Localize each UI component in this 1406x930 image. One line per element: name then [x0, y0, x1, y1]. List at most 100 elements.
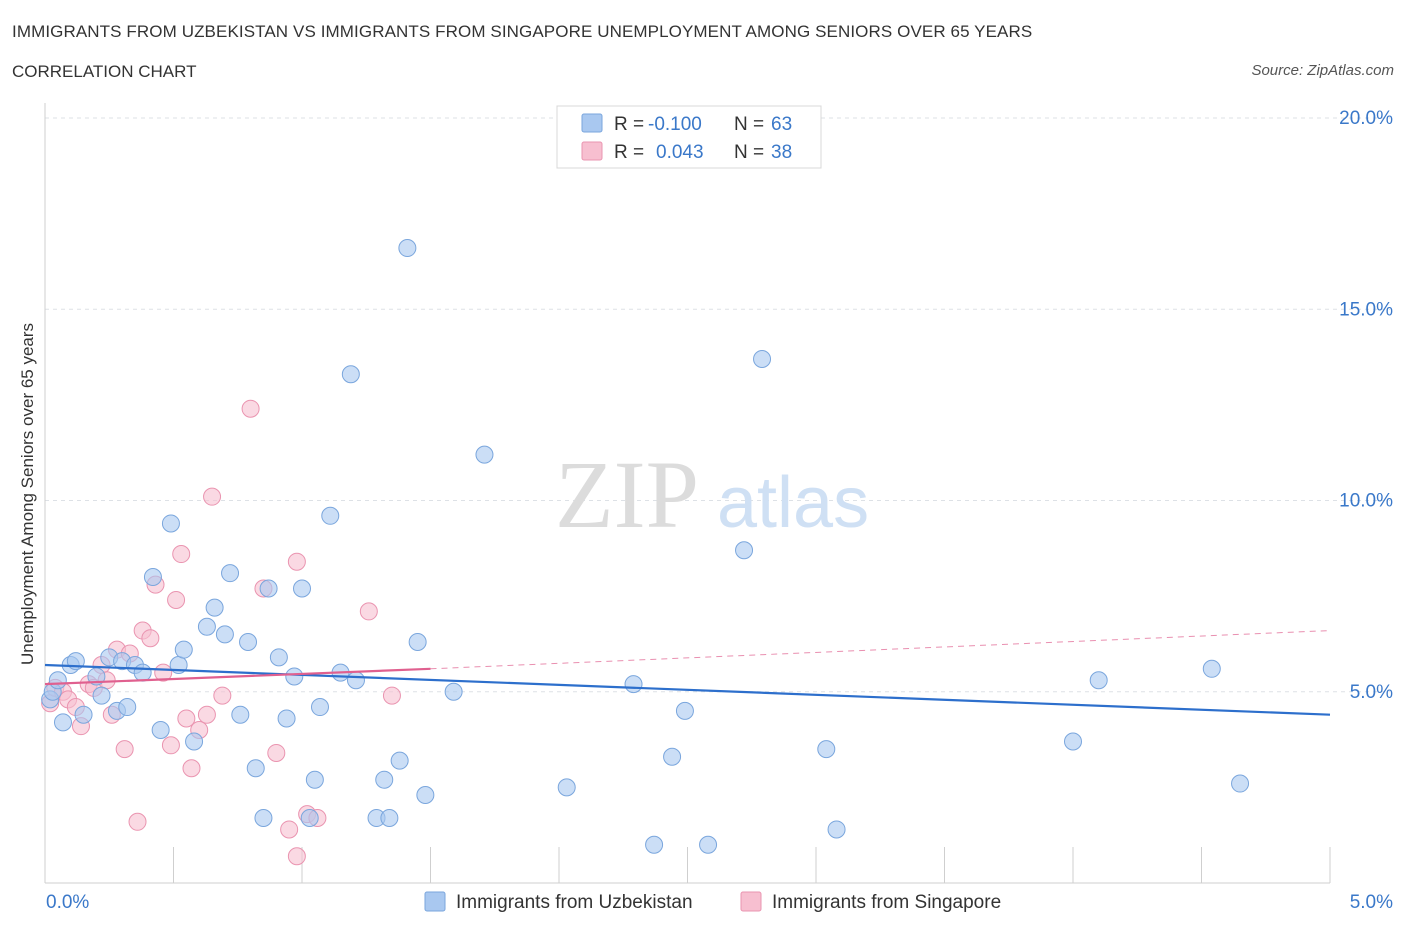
legend-uzbekistan-label: Immigrants from Uzbekistan	[456, 892, 693, 913]
uzbekistan-point	[151, 721, 170, 739]
series-legend: Immigrants from Uzbekistan Immigrants fr…	[424, 891, 1001, 913]
stats-legend-blue-r: -0.100	[648, 114, 702, 135]
trend-lines	[44, 630, 1331, 716]
uzbekistan-point	[74, 705, 93, 724]
uzbekistan-point	[645, 835, 664, 854]
uzbekistan-point	[215, 625, 234, 644]
uzbekistan-point	[133, 663, 152, 682]
uzbekistan-point	[300, 808, 319, 827]
singapore-point	[382, 686, 401, 705]
singapore-point	[287, 552, 306, 571]
uzbekistan-point	[174, 640, 193, 659]
stats-legend-pink-swatch	[581, 141, 603, 161]
uzbekistan-point	[663, 747, 682, 766]
y-axis-label: Unemployment Among Seniors over 65 years	[18, 323, 37, 665]
singapore-point	[141, 629, 160, 648]
uzbekistan-point	[205, 598, 224, 617]
uzbekistan-point	[408, 633, 427, 652]
singapore-point	[161, 736, 180, 755]
stats-legend-pink-n: 38	[771, 142, 792, 163]
y-tick-label: 5.0%	[1350, 682, 1393, 703]
uzbekistan-point	[398, 239, 417, 258]
singapore-point	[203, 487, 222, 506]
legend-uzbekistan-swatch	[424, 891, 446, 912]
uzbekistan-point	[557, 778, 576, 797]
uzbekistan-point	[143, 568, 162, 586]
singapore-point	[128, 812, 147, 831]
stats-legend-blue-swatch	[581, 113, 603, 133]
singapore-trend-line	[44, 667, 431, 686]
watermark-atlas: atlas	[717, 463, 869, 543]
uzbekistan-point	[185, 732, 204, 751]
uzbekistan-point	[285, 667, 304, 686]
chart-subtitle: CORRELATION CHART	[12, 62, 197, 81]
y-tick-labels: 5.0% 10.0% 15.0% 20.0%	[1339, 108, 1393, 703]
singapore-point	[167, 590, 186, 609]
uzbekistan-point	[118, 698, 137, 717]
stats-legend: R = -0.100 N = 63 R = 0.043 N = 38	[556, 105, 822, 169]
singapore-point	[115, 740, 134, 759]
legend-singapore-swatch	[740, 891, 762, 912]
x-tick-label: 0.0%	[46, 892, 89, 913]
chart-source: Source: ZipAtlas.com	[1251, 62, 1394, 79]
stats-legend-blue-n-label: N =	[734, 114, 764, 135]
stats-legend-pink-r: 0.043	[656, 142, 704, 163]
singapore-trend-extension	[430, 630, 1331, 670]
singapore-point	[197, 705, 216, 724]
uzbekistan-point	[375, 770, 394, 789]
uzbekistan-point	[221, 564, 240, 583]
uzbekistan-point	[624, 675, 643, 694]
uzbekistan-point	[254, 808, 273, 827]
uzbekistan-point	[197, 617, 216, 636]
uzbekistan-point	[1089, 671, 1108, 690]
uzbekistan-point	[817, 740, 836, 759]
stats-legend-pink-n-label: N =	[734, 142, 764, 163]
uzbekistan-point	[161, 514, 180, 533]
singapore-point	[280, 820, 299, 839]
uzbekistan-point	[444, 682, 463, 701]
uzbekistan-point	[675, 701, 694, 720]
singapore-point	[182, 759, 201, 778]
uzbekistan-point	[246, 759, 265, 778]
axes	[44, 103, 1331, 884]
chart-title: IMMIGRANTS FROM UZBEKISTAN VS IMMIGRANTS…	[12, 22, 1033, 41]
uzbekistan-point	[277, 709, 296, 728]
uzbekistan-point	[346, 671, 365, 690]
uzbekistan-point	[735, 541, 754, 560]
uzbekistan-point	[341, 365, 360, 384]
x-tick-labels: 0.0% 5.0%	[46, 892, 1393, 913]
uzbekistan-point	[305, 770, 324, 789]
uzbekistan-point	[753, 349, 772, 368]
uzbekistan-point	[259, 579, 278, 598]
uzbekistan-point	[1064, 732, 1082, 751]
uzbekistan-point	[390, 751, 409, 770]
stats-legend-blue-n: 63	[771, 114, 792, 135]
uzbekistan-point	[1231, 774, 1250, 793]
uzbekistan-point	[475, 445, 494, 464]
y-tick-label: 20.0%	[1339, 108, 1393, 129]
y-tick-label: 15.0%	[1339, 299, 1393, 320]
uzbekistan-point	[1202, 659, 1221, 678]
uzbekistan-point	[310, 698, 329, 717]
singapore-point	[241, 399, 260, 418]
uzbekistan-point	[321, 506, 340, 525]
singapore-point	[177, 709, 196, 728]
uzbekistan-point	[416, 786, 435, 805]
uzbekistan-point	[53, 713, 72, 732]
uzbekistan-point	[699, 835, 718, 854]
singapore-point	[172, 545, 191, 564]
uzbekistan-point	[269, 648, 288, 667]
stats-legend-blue-r-label: R =	[614, 114, 644, 135]
watermark-zip: ZIP	[555, 441, 699, 548]
singapore-point	[359, 602, 378, 621]
uzbekistan-point	[231, 705, 250, 724]
uzbekistan-point	[92, 686, 111, 705]
x-tick-label: 5.0%	[1350, 892, 1393, 913]
singapore-point	[213, 686, 232, 705]
stats-legend-pink-r-label: R =	[614, 142, 644, 163]
uzbekistan-point	[293, 579, 311, 598]
y-tick-label: 10.0%	[1339, 491, 1393, 512]
uzbekistan-trend-line	[44, 663, 1331, 716]
uzbekistan-point	[827, 820, 846, 839]
